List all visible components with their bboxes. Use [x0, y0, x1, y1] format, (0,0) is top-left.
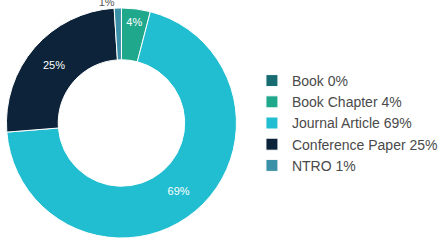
svg-text:NTRO 1%: NTRO 1% — [292, 158, 356, 174]
svg-text:1%: 1% — [99, 0, 115, 8]
svg-text:Journal Article 69%: Journal Article 69% — [292, 115, 412, 131]
svg-text:Conference Paper 25%: Conference Paper 25% — [292, 137, 438, 153]
svg-text:Book Chapter 4%: Book Chapter 4% — [292, 94, 402, 110]
svg-text:Book 0%: Book 0% — [292, 73, 348, 89]
svg-text:69%: 69% — [168, 185, 190, 197]
svg-text:25%: 25% — [43, 59, 65, 71]
svg-text:4%: 4% — [126, 16, 142, 28]
